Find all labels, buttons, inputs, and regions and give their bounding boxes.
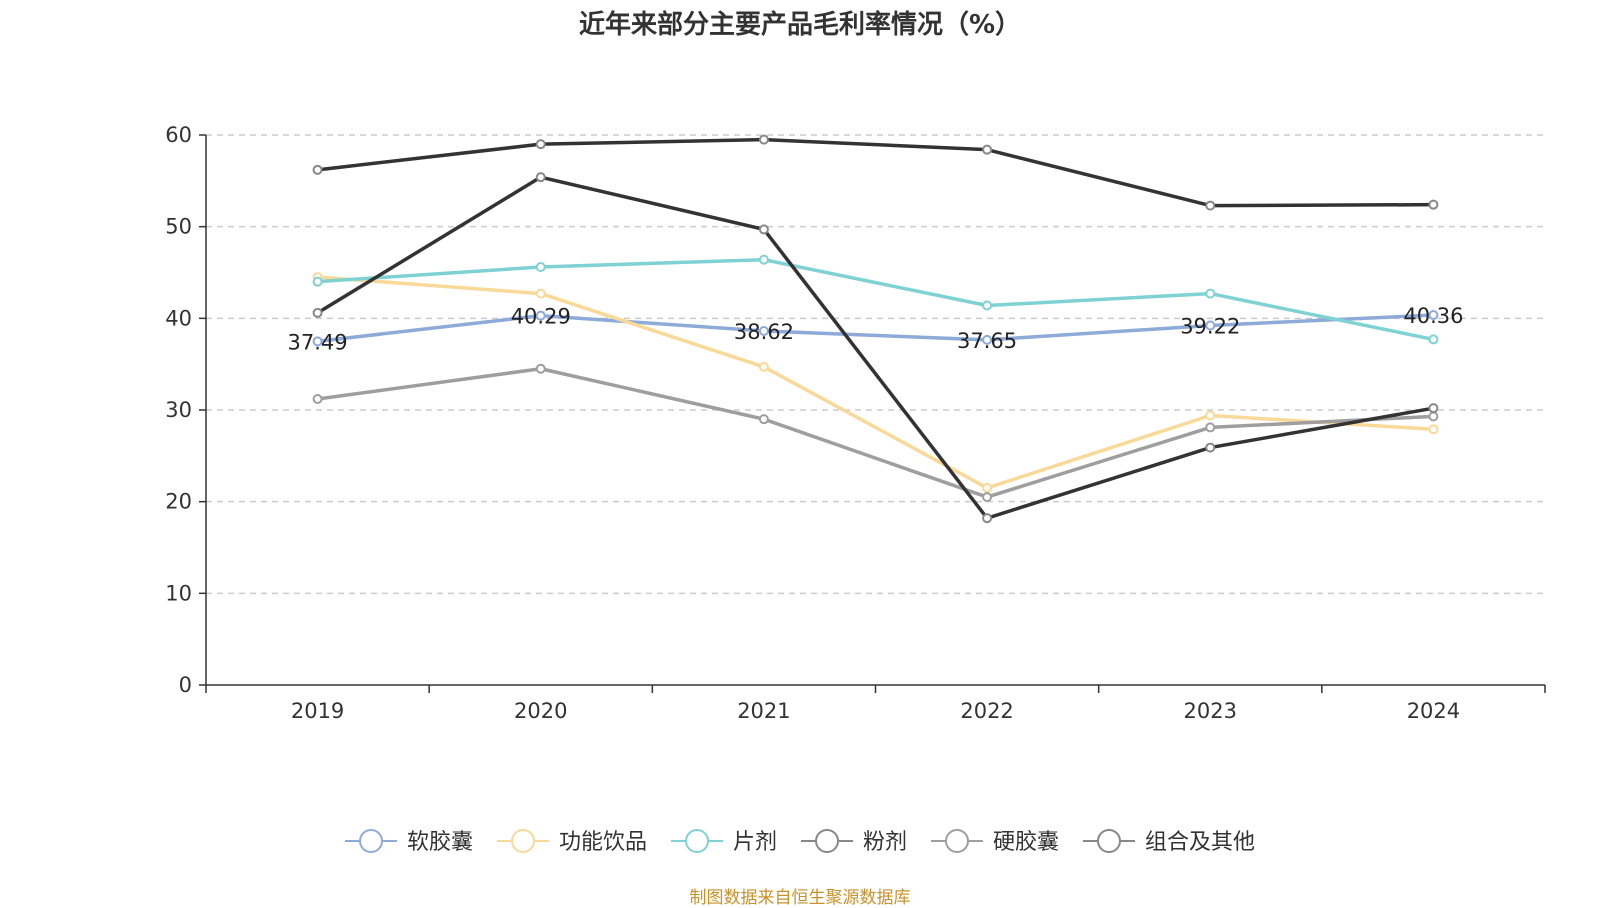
x-tick-label: 2020 [514, 699, 567, 723]
data-point [1205, 200, 1216, 211]
data-point [982, 482, 993, 493]
data-label: 40.36 [1403, 304, 1463, 328]
legend-circle-icon [815, 829, 839, 853]
data-point [1205, 422, 1216, 433]
data-point [535, 139, 546, 150]
data-point [758, 254, 769, 265]
legend-circle-icon [359, 829, 383, 853]
data-point [1428, 199, 1439, 210]
data-point [982, 144, 993, 155]
x-tick-label: 2023 [1184, 699, 1237, 723]
legend-circle-icon [1097, 829, 1121, 853]
data-point [1205, 442, 1216, 453]
data-point [535, 310, 546, 321]
legend-item: 功能饮品 [497, 829, 647, 855]
series-lines [312, 134, 1439, 524]
x-tick-label: 2022 [960, 699, 1013, 723]
data-point [1428, 310, 1439, 321]
y-tick-label: 0 [179, 673, 192, 697]
x-tick-label: 2019 [291, 699, 344, 723]
data-point [1205, 320, 1216, 331]
data-label: 39.22 [1180, 314, 1240, 338]
legend-circle-icon [511, 829, 535, 853]
data-point [1428, 424, 1439, 435]
legend-label: 功能饮品 [559, 830, 647, 855]
y-tick-label: 20 [165, 490, 192, 514]
series-line [317, 275, 1434, 490]
grid-lines [206, 134, 1545, 595]
y-tick-label: 60 [165, 123, 192, 147]
source-note: 制图数据来自恒生聚源数据库 [689, 888, 911, 908]
legend-circle-icon [945, 829, 969, 853]
data-point [312, 276, 323, 287]
data-point [312, 164, 323, 175]
data-point [758, 414, 769, 425]
x-tick-label: 2024 [1407, 699, 1460, 723]
data-point [1205, 410, 1216, 421]
data-point [1428, 334, 1439, 345]
data-point [982, 334, 993, 345]
series-line [317, 257, 1434, 342]
data-point [535, 262, 546, 272]
data-point [312, 394, 323, 404]
data-point [758, 134, 769, 145]
legend-label: 硬胶囊 [993, 830, 1059, 855]
data-label: 40.29 [511, 305, 571, 329]
data-point [312, 307, 323, 318]
series-line [317, 367, 1434, 499]
data-label: 37.49 [288, 330, 348, 354]
data-point [982, 492, 993, 503]
data-point [1428, 403, 1439, 414]
data-point [535, 288, 546, 299]
series-line [317, 137, 1434, 208]
data-label: 38.62 [734, 320, 794, 344]
legend-item: 软胶囊 [345, 829, 473, 855]
data-point [1205, 288, 1216, 299]
y-tick-label: 30 [165, 398, 192, 422]
legend-label: 软胶囊 [407, 830, 473, 855]
y-tick-label: 50 [165, 215, 192, 239]
legend-item: 粉剂 [801, 829, 907, 855]
data-point [1428, 411, 1439, 422]
data-point [535, 363, 546, 374]
chart-title: 近年来部分主要产品毛利率情况（%） [578, 10, 1022, 40]
legend-item: 片剂 [671, 829, 777, 855]
data-point [758, 361, 769, 372]
series-line [317, 313, 1434, 344]
legend-item: 硬胶囊 [931, 829, 1059, 855]
data-point [312, 336, 323, 347]
data-point [982, 300, 993, 311]
y-tick-label: 40 [165, 306, 192, 330]
legend: 软胶囊 功能饮品 片剂 粉剂 硬胶囊 组合及其他 [345, 829, 1255, 855]
legend-label: 组合及其他 [1145, 830, 1255, 855]
data-point [535, 172, 546, 183]
legend-item: 组合及其他 [1083, 829, 1255, 855]
data-labels: 37.49 40.29 38.62 37.65 39.22 40.36 [288, 304, 1464, 354]
data-point [758, 325, 769, 336]
legend-circle-icon [685, 829, 709, 853]
legend-label: 片剂 [733, 830, 777, 855]
legend-label: 粉剂 [863, 830, 907, 855]
data-label: 37.65 [957, 329, 1017, 353]
data-point [982, 513, 993, 524]
series-line [316, 175, 1434, 520]
y-tick-label: 10 [165, 581, 192, 605]
x-tick-label: 2021 [737, 699, 790, 723]
axes: 0 10 20 30 40 50 60 2019 2020 2021 2022 2023 2024 [165, 123, 1546, 723]
data-point [758, 224, 769, 235]
